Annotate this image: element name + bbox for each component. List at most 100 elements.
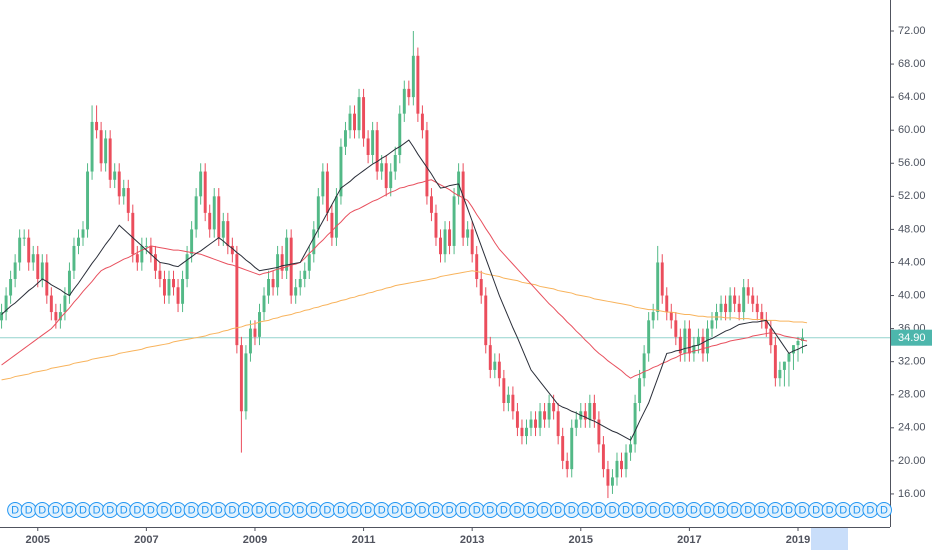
dividend-label: D <box>758 504 766 516</box>
candle-body <box>117 171 121 197</box>
candle-body <box>701 336 705 354</box>
candle-body <box>461 171 465 238</box>
dividend-label: D <box>459 504 467 516</box>
dividend-label: D <box>799 504 807 516</box>
candle-body <box>49 295 53 313</box>
candle-body <box>638 378 642 403</box>
dividend-label: D <box>663 504 671 516</box>
x-tick-label: 2009 <box>243 534 267 546</box>
dividend-label: D <box>310 504 318 516</box>
dividend-label: D <box>351 504 359 516</box>
candle-body <box>543 411 547 420</box>
candle-body <box>755 303 759 313</box>
candle-body <box>140 245 144 263</box>
candle-body <box>425 130 429 197</box>
candle-body <box>267 279 271 296</box>
x-tick-label: 2011 <box>352 534 376 546</box>
time-highlight <box>811 527 848 550</box>
candle-body <box>153 254 157 271</box>
candle-body <box>18 237 22 263</box>
candle-body <box>493 361 497 370</box>
candle-body <box>674 320 678 337</box>
candle-body <box>380 163 384 172</box>
dividend-label: D <box>636 504 644 516</box>
candle-body <box>452 196 456 246</box>
candle-body <box>506 394 510 403</box>
dividend-label: D <box>93 504 101 516</box>
candle-body <box>669 312 673 321</box>
dividend-label: D <box>880 504 888 516</box>
candle-body <box>769 328 773 346</box>
y-tick-label: 56.00 <box>898 157 926 169</box>
candle-body <box>321 171 325 197</box>
candle-body <box>556 411 560 437</box>
candle-body <box>525 427 528 437</box>
candle-body <box>36 254 40 279</box>
candle-body <box>226 221 230 246</box>
candle-body <box>285 237 289 271</box>
dividend-label: D <box>595 504 603 516</box>
candle-body <box>253 328 257 337</box>
moving-average-line <box>1 179 808 379</box>
dividend-label: D <box>201 504 209 516</box>
candle-body <box>258 312 261 337</box>
dividend-label: D <box>269 504 277 516</box>
candle-body <box>90 121 94 172</box>
candle-body <box>144 245 148 247</box>
candle-body <box>362 97 366 139</box>
candle-body <box>434 212 438 238</box>
candle-body <box>728 295 732 313</box>
candle-body <box>172 279 175 288</box>
candle-body <box>724 303 728 313</box>
candle-body <box>497 361 501 379</box>
candle-body <box>4 295 8 313</box>
dividend-label: D <box>133 504 141 516</box>
candle-body <box>484 295 488 346</box>
dividend-label: D <box>717 504 725 516</box>
candle-body <box>9 279 13 296</box>
y-tick-label: 44.00 <box>898 256 926 268</box>
dividend-label: D <box>283 504 291 516</box>
candle-body <box>592 403 596 420</box>
candle-body <box>529 419 533 428</box>
candle-body <box>77 237 80 246</box>
dividend-label: D <box>106 504 114 516</box>
dividend-label: D <box>147 504 155 516</box>
dividend-label: D <box>391 504 399 516</box>
dividend-label: D <box>120 504 128 516</box>
candle-body <box>339 146 343 197</box>
candle-body <box>475 254 479 279</box>
dividend-label: D <box>52 504 60 516</box>
dividend-label: D <box>690 504 698 516</box>
candle-body <box>610 477 614 486</box>
candle-body <box>167 279 171 296</box>
dividend-label: D <box>500 504 508 516</box>
dividend-label: D <box>174 504 182 516</box>
candle-body <box>244 353 248 412</box>
dividend-label: D <box>38 504 46 516</box>
dividend-label: D <box>649 504 657 516</box>
candle-body <box>538 411 542 428</box>
dividend-label: D <box>405 504 413 516</box>
candle-body <box>620 460 623 470</box>
dividend-label: D <box>554 504 562 516</box>
candle-body <box>181 279 185 304</box>
candle-body <box>95 121 99 131</box>
candle-body <box>588 403 592 420</box>
y-tick-label: 40.00 <box>898 289 926 301</box>
candle-body <box>271 279 275 288</box>
candle-body <box>606 469 610 486</box>
candle-body <box>344 130 347 147</box>
dividend-label: D <box>812 504 820 516</box>
candle-body <box>221 221 225 238</box>
dividend-marker <box>875 502 892 518</box>
candle-body <box>334 196 338 238</box>
y-tick-label: 24.00 <box>898 422 926 434</box>
candle-body <box>294 287 298 296</box>
candle-body <box>67 270 71 296</box>
candle-body <box>194 196 198 230</box>
candle-body <box>190 229 194 255</box>
